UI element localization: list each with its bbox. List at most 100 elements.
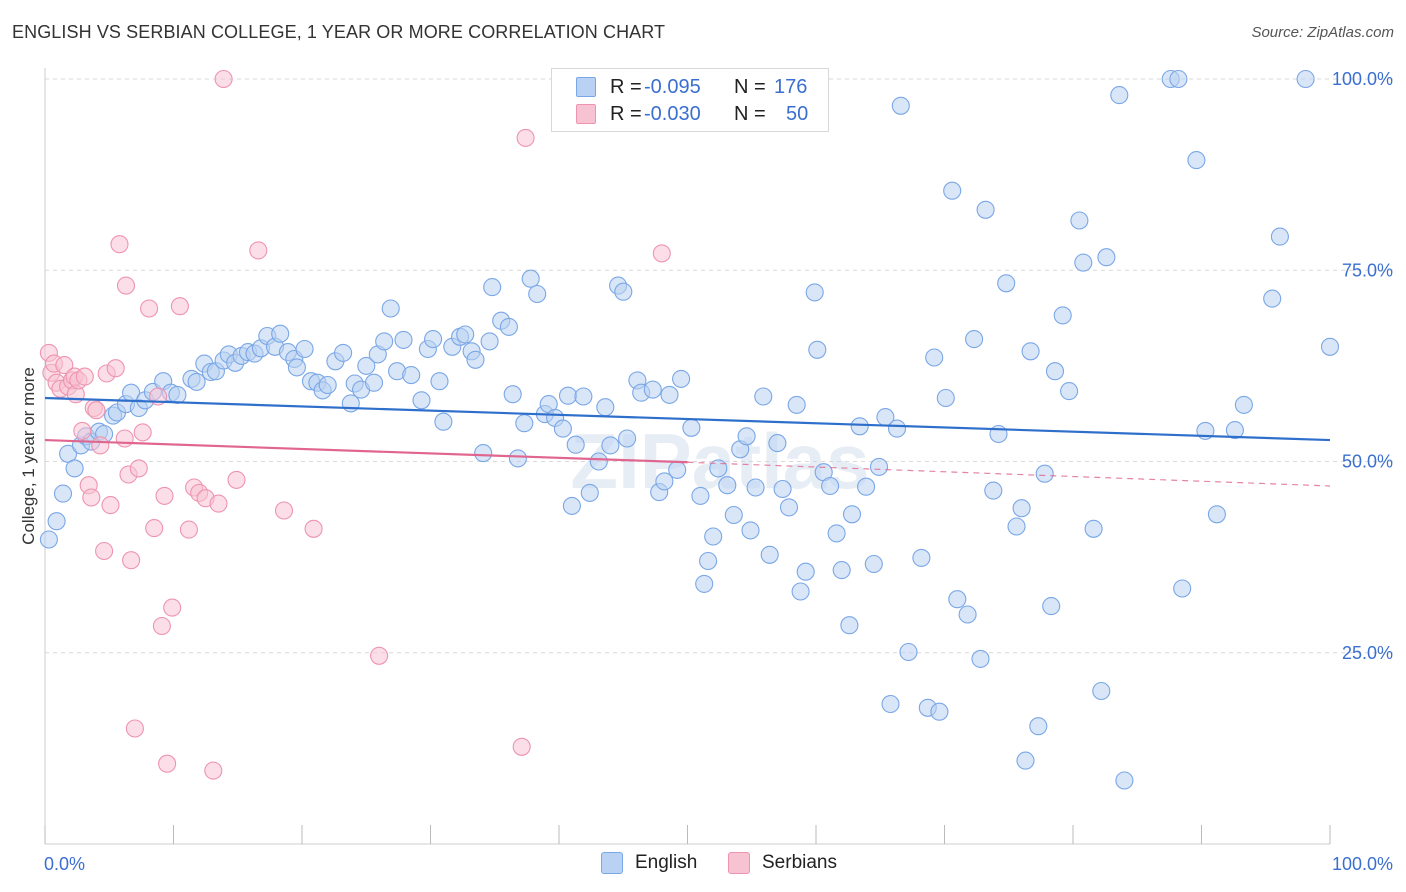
n-value-serbians: 50 <box>786 102 809 125</box>
english-point <box>668 460 687 479</box>
english-point <box>948 590 967 609</box>
english-point <box>1016 751 1035 770</box>
serbians-point <box>249 241 268 260</box>
english-point <box>760 545 779 564</box>
serbians-point <box>512 737 531 756</box>
english-point <box>821 476 840 496</box>
serbians-trend-extension <box>687 461 1331 487</box>
english-point <box>589 452 608 471</box>
english-point <box>47 512 66 531</box>
english-point <box>474 444 493 463</box>
english-point <box>295 339 314 359</box>
stats-row-english: R = -0.095 N = 176 <box>576 75 807 99</box>
serbians-trend-line <box>44 438 688 464</box>
serbians-point <box>87 401 106 420</box>
english-point <box>660 385 679 404</box>
axes <box>44 68 1331 845</box>
n-label: N = <box>734 102 766 125</box>
english-point <box>1035 464 1054 483</box>
serbians-point <box>116 276 136 295</box>
english-point <box>515 414 534 433</box>
english-point <box>1074 253 1093 272</box>
english-point <box>364 373 384 392</box>
series-legend: English Serbians <box>0 852 1406 878</box>
serbians-point <box>370 646 389 665</box>
r-value-serbians: -0.030 <box>644 102 701 125</box>
serbians-point <box>163 598 182 617</box>
english-point <box>1296 69 1315 89</box>
english-point <box>808 340 827 359</box>
y-tick-label: 25.0% <box>1342 643 1393 663</box>
serbians-point <box>209 494 228 513</box>
english-point <box>1053 306 1072 325</box>
english-point <box>773 479 792 499</box>
english-point <box>1097 248 1116 267</box>
english-point <box>936 388 955 408</box>
serbians-point <box>152 616 171 636</box>
serbians-point <box>115 429 134 448</box>
english-point <box>787 395 806 414</box>
english-point <box>334 343 353 362</box>
english-point <box>737 427 756 446</box>
english-point <box>271 324 290 343</box>
english-point <box>1007 517 1026 536</box>
english-point <box>430 372 449 391</box>
legend-item-serbians[interactable]: Serbians <box>728 852 837 874</box>
english-point <box>1029 717 1048 736</box>
english-point <box>891 96 910 115</box>
serbians-point <box>170 297 189 316</box>
english-point <box>558 386 578 405</box>
english-point <box>434 412 453 431</box>
english-point <box>287 358 306 377</box>
english-point <box>943 181 962 200</box>
serbians-point <box>122 551 141 570</box>
english-point <box>375 332 394 351</box>
serbians-point <box>91 436 110 455</box>
english-point <box>857 477 876 496</box>
english-point <box>318 375 337 395</box>
english-point <box>381 299 400 318</box>
english-point <box>754 387 773 406</box>
serbians-point <box>75 367 94 386</box>
serbians-point <box>55 356 74 375</box>
english-point <box>1060 382 1079 401</box>
english-point <box>53 484 73 503</box>
english-point <box>827 524 846 543</box>
serbians-point <box>125 719 144 738</box>
english-point <box>1320 337 1340 356</box>
legend-item-english[interactable]: English <box>601 852 697 874</box>
english-point <box>1115 771 1134 790</box>
english-point <box>724 505 743 525</box>
legend-label-serbians: Serbians <box>762 852 837 873</box>
english-point <box>971 649 990 668</box>
english-point <box>912 548 931 567</box>
english-point <box>984 481 1003 500</box>
english-point <box>566 435 585 454</box>
y-tick-label: 75.0% <box>1342 260 1393 280</box>
english-point <box>1270 227 1289 246</box>
english-point <box>601 436 620 455</box>
english-point <box>1234 395 1253 414</box>
english-point <box>718 476 737 495</box>
english-point <box>456 325 475 344</box>
english-point <box>864 554 883 574</box>
english-point <box>887 419 907 438</box>
english-point <box>528 284 547 304</box>
x-tick-label-min: 0.0% <box>44 854 85 874</box>
english-point <box>562 496 581 515</box>
english-point <box>779 498 799 517</box>
english-point <box>842 505 862 524</box>
serbians-point <box>95 541 114 561</box>
english-point <box>574 387 593 406</box>
serbians-point <box>73 421 92 440</box>
english-point <box>553 419 572 438</box>
english-point <box>695 574 714 593</box>
serbians-point <box>155 486 174 505</box>
serbians-point <box>110 235 129 254</box>
english-point <box>976 200 995 219</box>
english-point <box>1110 86 1129 105</box>
english-point <box>672 369 691 388</box>
english-point <box>1070 211 1089 230</box>
english-point <box>466 350 485 369</box>
english-point <box>412 391 431 410</box>
